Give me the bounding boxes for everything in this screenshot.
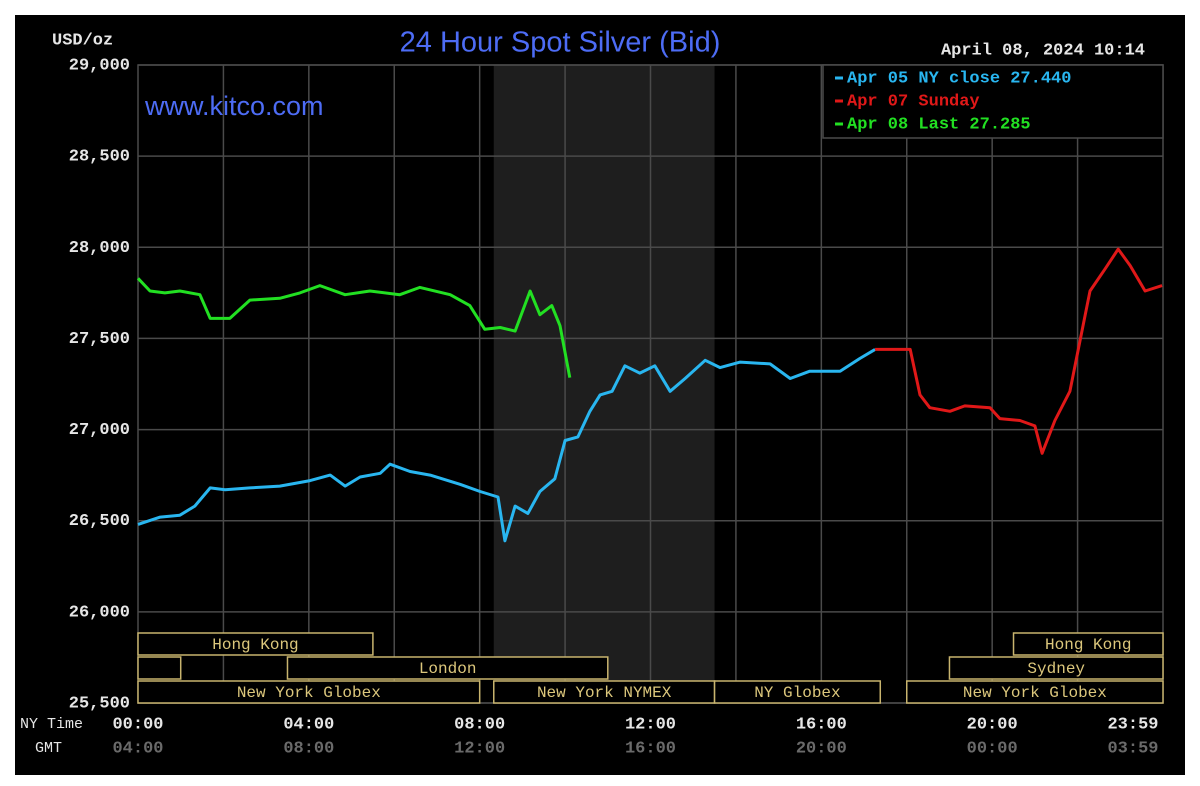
x2-tick-label: 03:59: [1107, 739, 1158, 758]
x2-tick-label: 08:00: [283, 739, 334, 758]
y-tick-label: 29,000: [69, 56, 130, 75]
session-label: NY Globex: [754, 684, 840, 702]
session-label: New York NYMEX: [537, 684, 672, 702]
session-box: [948, 656, 1164, 680]
y-tick-label: 28,000: [69, 239, 130, 258]
x-tick-label: 08:00: [454, 715, 505, 734]
session-label: London: [419, 660, 477, 678]
session-label: New York Globex: [963, 684, 1107, 702]
y-tick-label: 27,500: [69, 330, 130, 349]
shaded-range: [493, 65, 715, 703]
session-label: New York Globex: [237, 684, 381, 702]
x-tick-label: 23:59: [1107, 715, 1158, 734]
x2-tick-label: 04:00: [112, 739, 163, 758]
y-tick-label: 27,000: [69, 421, 130, 440]
series-line: [137, 348, 876, 543]
x-row-label: GMT: [35, 740, 62, 757]
session-box: [713, 680, 882, 704]
x2-tick-label: 00:00: [967, 739, 1018, 758]
x-tick-label: 20:00: [967, 715, 1018, 734]
x2-tick-label: 16:00: [625, 739, 676, 758]
session-box: [137, 632, 374, 656]
session-box: [1012, 632, 1164, 656]
x-tick-label: 16:00: [796, 715, 847, 734]
legend-label: Apr 07 Sunday: [847, 92, 980, 111]
y-tick-label: 25,500: [69, 694, 130, 713]
session-box: [286, 656, 609, 680]
x-tick-label: 12:00: [625, 715, 676, 734]
chart-title: 24 Hour Spot Silver (Bid): [400, 27, 721, 59]
session-box: [906, 680, 1164, 704]
legend-label: Apr 05 NY close 27.440: [847, 69, 1071, 88]
x-row-label: NY Time: [20, 716, 83, 733]
legend-label: Apr 08 Last 27.285: [847, 115, 1031, 134]
session-label: Hong Kong: [212, 636, 298, 654]
x2-tick-label: 12:00: [454, 739, 505, 758]
session-box: [137, 680, 481, 704]
y-tick-label: 26,500: [69, 512, 130, 531]
watermark: www.kitco.com: [144, 91, 324, 121]
series-line: [136, 277, 572, 378]
y-tick-label: 26,000: [69, 603, 130, 622]
legend-box: [822, 64, 1164, 139]
x-tick-label: 04:00: [283, 715, 334, 734]
x-tick-label: 00:00: [112, 715, 163, 734]
series-line: [875, 247, 1163, 455]
session-label: Sydney: [1027, 660, 1085, 678]
session-label: Hong Kong: [1045, 636, 1131, 654]
unit-label: USD/oz: [52, 31, 113, 50]
x2-tick-label: 20:00: [796, 739, 847, 758]
y-tick-label: 28,500: [69, 148, 130, 167]
session-box: [137, 656, 182, 680]
timestamp: April 08, 2024 10:14: [941, 41, 1145, 60]
